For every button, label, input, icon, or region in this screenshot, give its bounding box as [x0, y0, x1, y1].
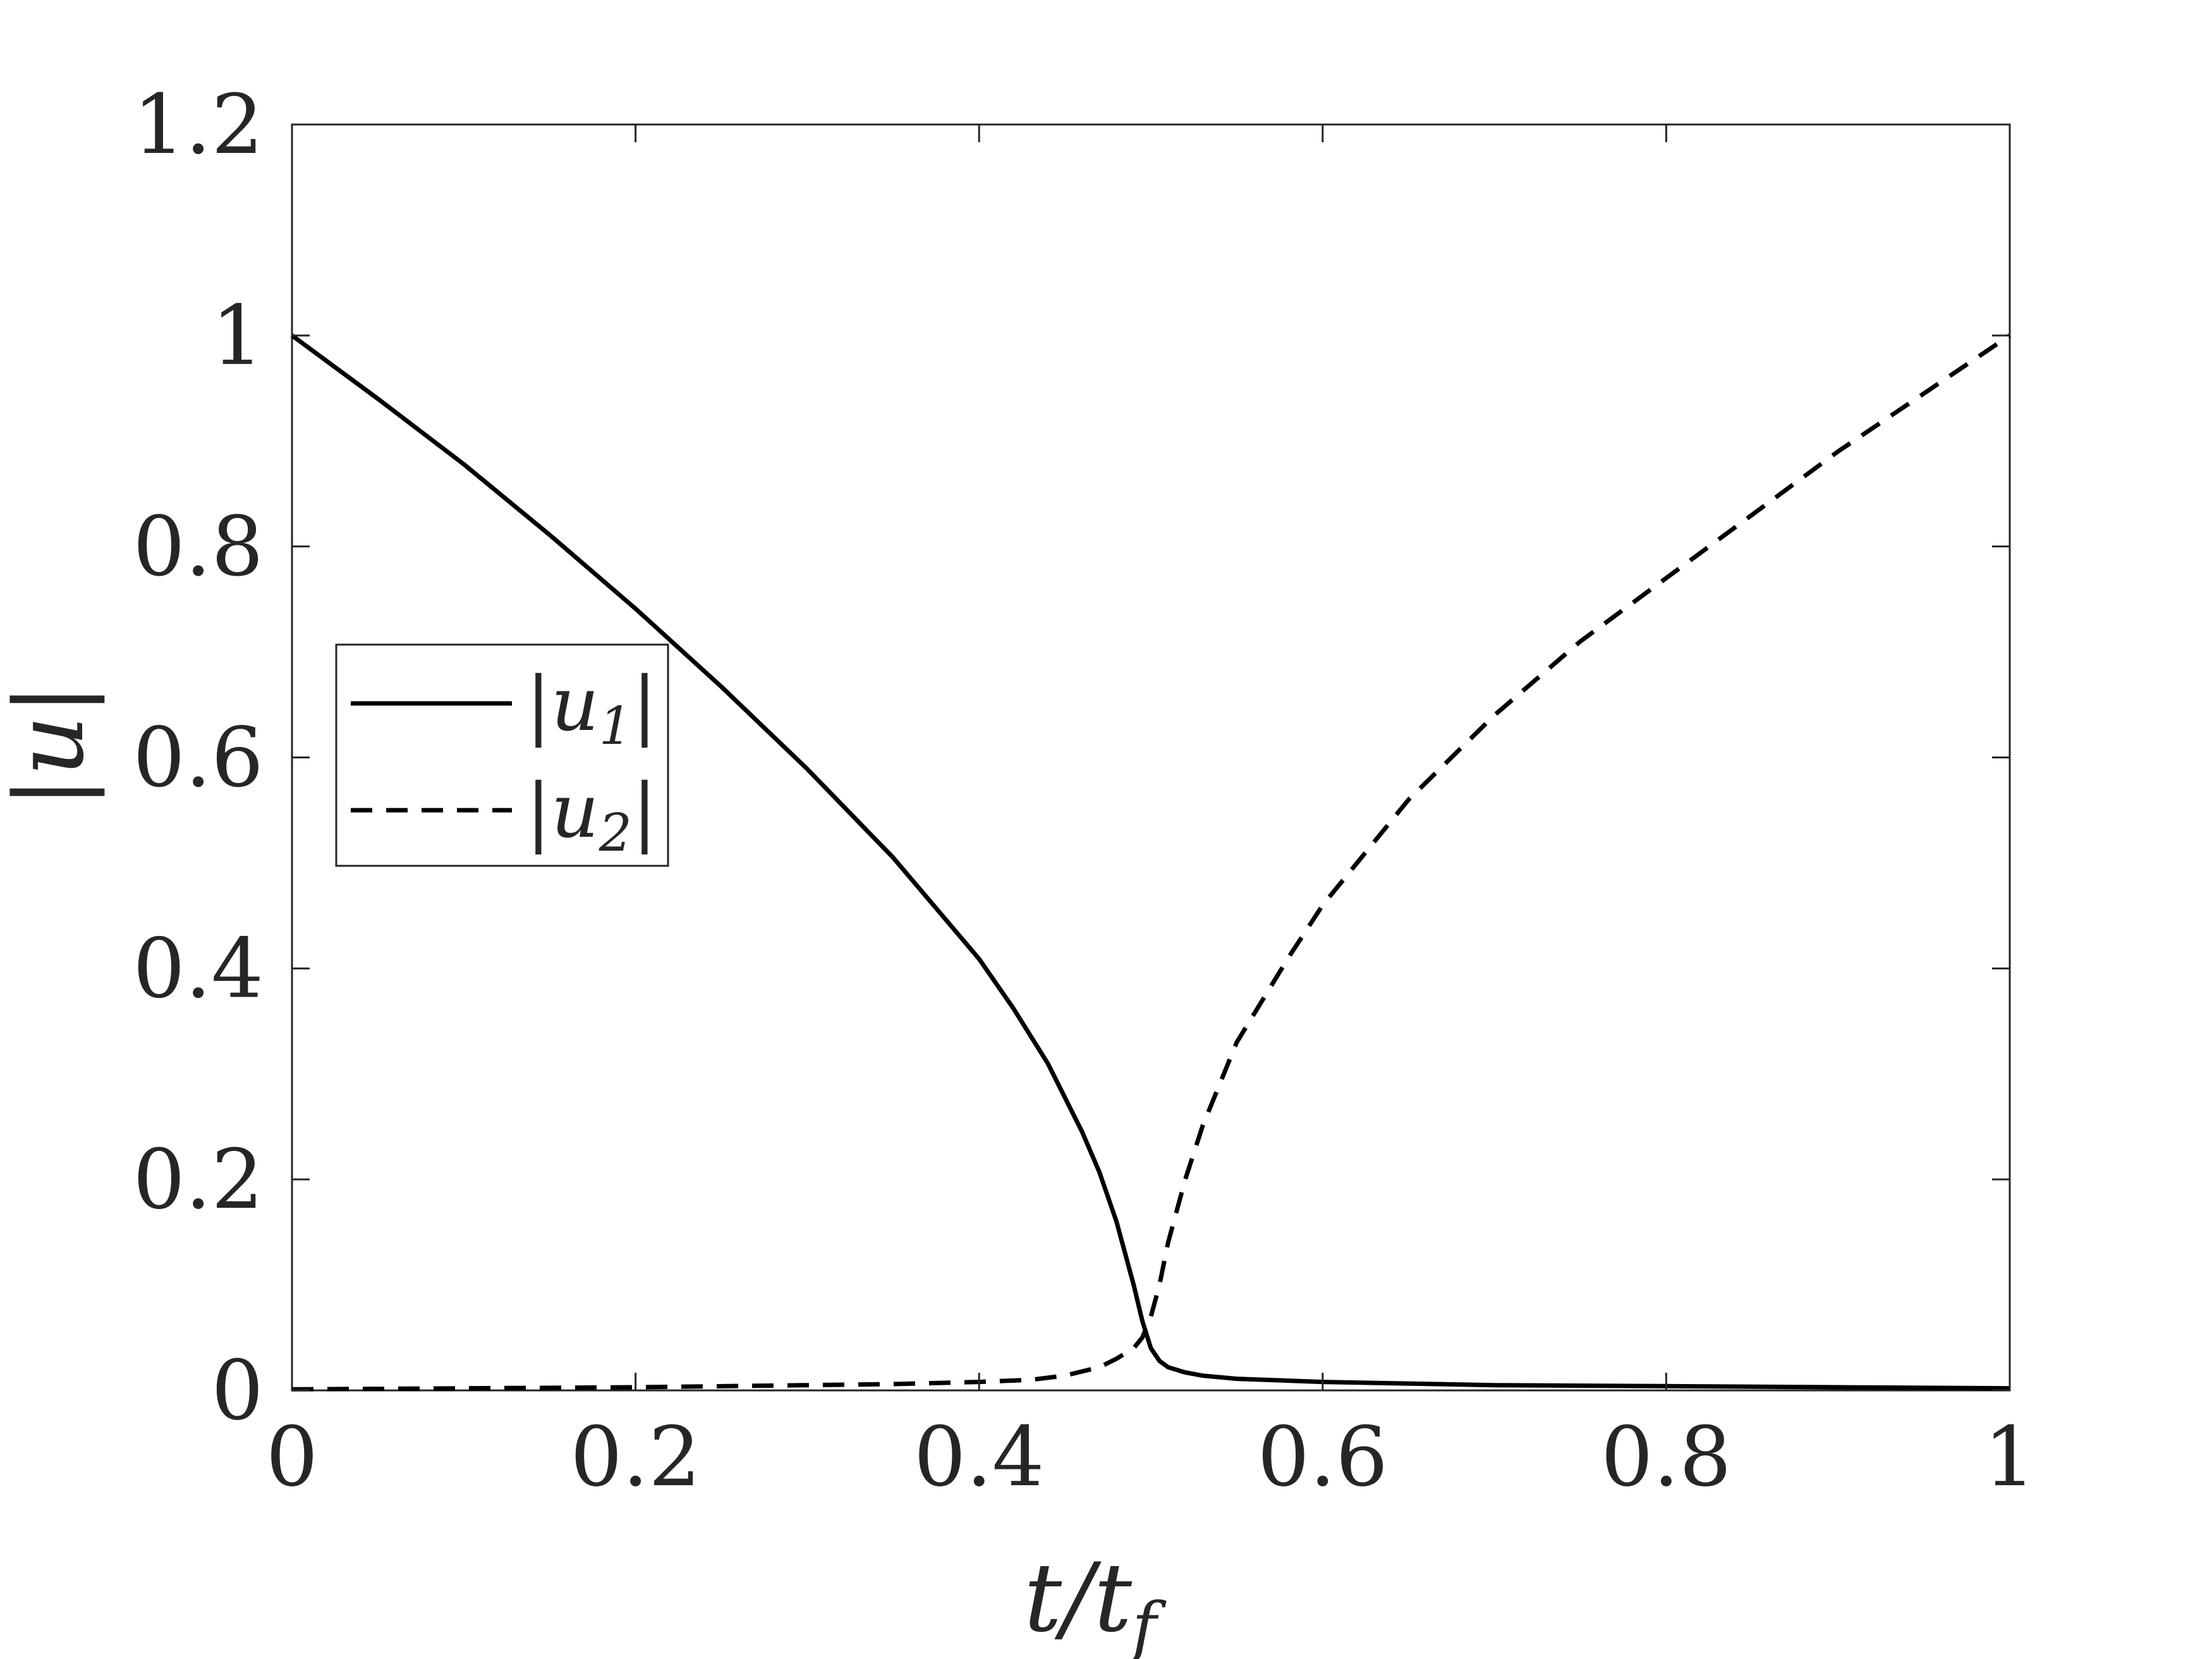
x-tick-label: 0.6 — [1257, 1409, 1388, 1505]
x-tick-label: 1 — [1984, 1409, 2036, 1505]
legend-label-u2: |u2| — [526, 767, 657, 863]
y-tick-label: 1.2 — [133, 76, 264, 173]
series-line-2 — [291, 333, 2011, 1392]
ticks-layer: 0 0.2 0.4 0.6 0.8 1 0 0.2 0.4 0.6 0.8 1 1.2 — [133, 76, 2036, 1505]
x-axis-label: t/tf — [1024, 1543, 1167, 1659]
legend-label-u1: |u1| — [526, 660, 657, 757]
x-tick-label: 0 — [266, 1409, 319, 1505]
x-tick-label: 0.4 — [914, 1409, 1045, 1505]
legend-box — [335, 643, 669, 867]
x-tick-label: 0.2 — [570, 1409, 701, 1505]
series-layer — [290, 333, 2011, 1392]
y-tick-label: 1 — [211, 288, 264, 384]
y-tick-label: 0.8 — [133, 499, 264, 595]
legend: |u1| |u2| — [335, 643, 669, 867]
y-tick-label: 0.4 — [133, 920, 264, 1016]
y-tick-label: 0.6 — [133, 710, 264, 806]
y-tick-label: 0.2 — [133, 1131, 264, 1227]
y-axis-label: |u| — [0, 683, 105, 808]
x-tick-label: 0.8 — [1601, 1409, 1732, 1505]
series-line-1 — [290, 333, 2010, 1391]
y-tick-label: 0 — [211, 1342, 264, 1438]
